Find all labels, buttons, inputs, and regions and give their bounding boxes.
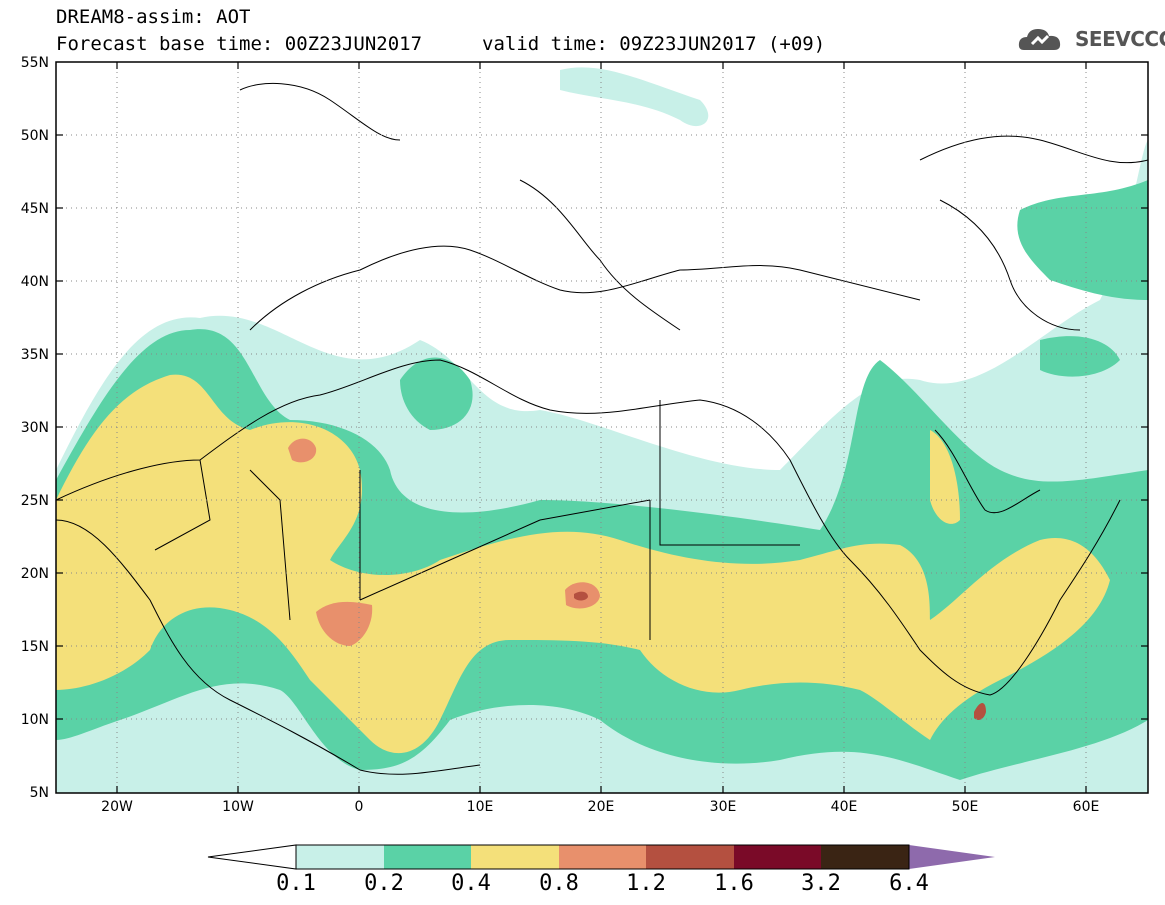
colorbar-swatch (559, 845, 646, 869)
lat-label: 40N (21, 274, 49, 290)
aot-band-0-8 (288, 438, 600, 646)
lat-label: 55N (21, 55, 49, 71)
forecast-base-time: Forecast base time: 00Z23JUN2017 (56, 33, 423, 55)
colorbar-swatch (734, 845, 821, 869)
lon-label: 10W (222, 799, 254, 815)
colorbar-swatch (296, 845, 384, 869)
colorbar-label: 0.4 (451, 871, 491, 896)
lat-label: 5N (30, 785, 49, 801)
lon-label: 0 (355, 799, 364, 815)
axis-ticks (56, 62, 1148, 793)
aot-band-1-2 (574, 591, 986, 720)
lat-label: 25N (21, 493, 49, 509)
colorbar-label: 3.2 (801, 871, 841, 896)
lat-label: 10N (21, 712, 49, 728)
logo-text: SEEVCCC (1075, 27, 1165, 51)
lon-label: 30E (710, 799, 737, 815)
colorbar-swatch (646, 845, 734, 869)
lon-label: 20E (588, 799, 615, 815)
colorbar-label: 0.1 (276, 871, 316, 896)
colorbar-right-arrow (909, 845, 995, 869)
lon-label: 50E (952, 799, 979, 815)
lat-label: 20N (21, 566, 49, 582)
lat-label: 45N (21, 201, 49, 217)
gridlines (56, 62, 1148, 793)
lat-label: 35N (21, 347, 49, 363)
coastlines (56, 82, 1148, 775)
lon-label: 40E (831, 799, 858, 815)
colorbar-label: 1.6 (714, 871, 754, 896)
chart-title: DREAM8-assim: AOT (56, 6, 251, 28)
colorbar-swatch (821, 845, 909, 869)
colorbar-label: 0.2 (364, 871, 404, 896)
lon-label: 20W (101, 799, 133, 815)
lat-label: 30N (21, 420, 49, 436)
colorbar-left-arrow (207, 844, 297, 870)
colorbar-label: 1.2 (626, 871, 666, 896)
cloud-icon (1018, 29, 1061, 50)
lon-label: 10E (467, 799, 494, 815)
colorbar (207, 844, 995, 870)
aot-band-0-4 (56, 374, 1110, 754)
colorbar-label: 0.8 (539, 871, 579, 896)
colorbar-swatch (384, 845, 471, 869)
valid-time: valid time: 09Z23JUN2017 (+09) (482, 33, 826, 55)
lat-label: 50N (21, 128, 49, 144)
colorbar-border (295, 844, 910, 870)
colorbar-label: 6.4 (889, 871, 929, 896)
lat-label: 15N (21, 639, 49, 655)
lon-label: 60E (1073, 799, 1100, 815)
aot-contours (56, 62, 1148, 793)
colorbar-swatch (471, 845, 559, 869)
